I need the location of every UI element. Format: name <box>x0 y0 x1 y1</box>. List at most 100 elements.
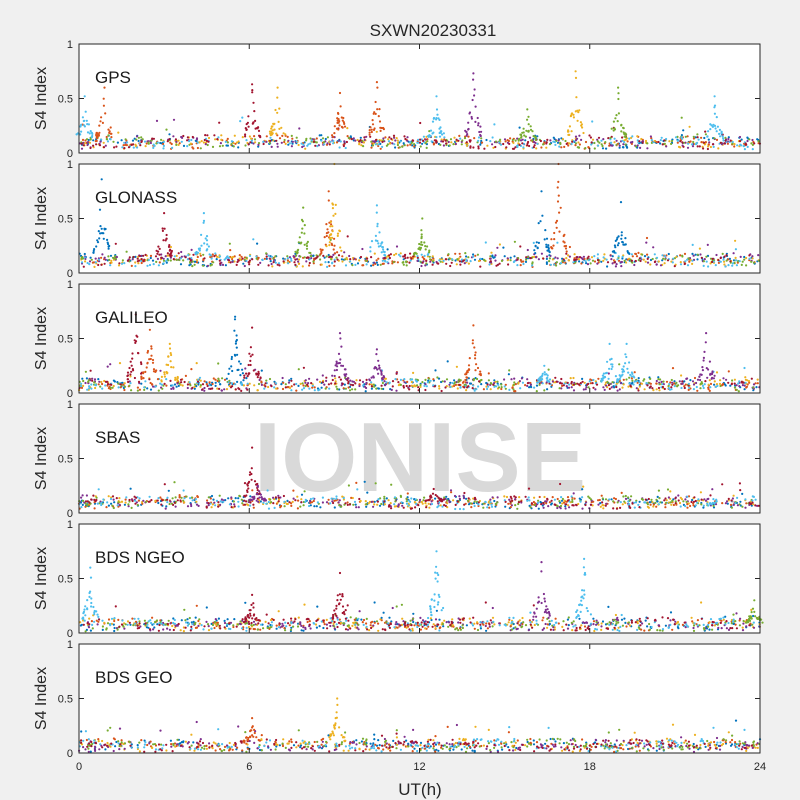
data-point <box>618 388 621 391</box>
data-point <box>247 261 250 264</box>
data-point <box>715 500 718 503</box>
data-point <box>348 503 351 506</box>
data-point <box>125 144 128 147</box>
data-point <box>283 140 286 144</box>
data-point <box>379 129 382 132</box>
data-point <box>159 496 162 499</box>
data-point <box>122 144 125 147</box>
data-point <box>627 385 630 388</box>
data-point <box>155 119 159 122</box>
data-point <box>751 143 755 146</box>
data-point <box>257 373 260 377</box>
data-point <box>104 144 107 147</box>
data-point <box>534 138 537 142</box>
data-point <box>246 382 249 385</box>
data-point <box>312 262 315 265</box>
data-point <box>468 382 472 385</box>
data-point <box>474 105 477 108</box>
data-point <box>533 496 536 499</box>
data-point <box>93 381 96 384</box>
data-point <box>503 138 507 141</box>
data-point <box>616 258 619 261</box>
data-point <box>229 249 232 252</box>
data-point <box>550 385 553 388</box>
data-point <box>239 374 242 377</box>
data-point <box>535 390 538 393</box>
data-point <box>202 212 205 215</box>
data-point <box>378 120 382 123</box>
data-point <box>618 374 621 377</box>
data-point <box>86 261 89 265</box>
data-point <box>182 134 185 138</box>
data-point <box>143 386 146 389</box>
data-point <box>711 125 715 128</box>
data-point <box>121 146 124 149</box>
data-point <box>626 367 629 370</box>
data-point <box>333 125 336 128</box>
data-point <box>274 108 277 112</box>
data-point <box>290 134 293 137</box>
data-point <box>462 259 465 262</box>
data-point <box>393 496 397 499</box>
data-point <box>490 505 494 508</box>
data-point <box>699 382 702 386</box>
data-point <box>389 253 392 256</box>
data-point <box>545 146 548 149</box>
data-point <box>655 141 658 144</box>
data-point <box>238 254 241 257</box>
data-point <box>430 502 434 506</box>
data-point <box>399 383 402 386</box>
data-point <box>103 86 106 89</box>
data-point <box>422 135 425 138</box>
data-point <box>599 505 602 508</box>
data-point <box>322 254 325 257</box>
data-point <box>84 260 87 263</box>
data-point <box>85 377 88 380</box>
data-point <box>151 361 155 364</box>
data-point <box>364 390 367 393</box>
data-point <box>218 494 221 497</box>
data-point <box>610 367 613 371</box>
data-point <box>739 143 742 146</box>
data-point <box>631 255 634 258</box>
data-point <box>435 118 438 121</box>
data-point <box>202 253 205 256</box>
data-point <box>396 261 399 264</box>
data-point <box>399 252 402 255</box>
data-point <box>149 388 153 391</box>
data-point <box>345 378 348 381</box>
data-point <box>744 376 747 379</box>
data-point <box>420 233 423 236</box>
data-point <box>206 143 209 147</box>
data-point <box>301 388 304 391</box>
data-point <box>83 124 86 127</box>
data-point <box>356 138 359 142</box>
data-point <box>438 385 441 388</box>
data-point <box>724 139 727 142</box>
data-point <box>133 495 136 498</box>
data-point <box>319 258 322 261</box>
data-point <box>480 137 483 140</box>
data-point <box>572 376 575 380</box>
data-point <box>375 211 378 214</box>
data-point <box>111 495 115 498</box>
data-point <box>297 499 300 502</box>
data-point <box>727 136 730 139</box>
data-point <box>593 255 596 258</box>
data-point <box>688 125 691 128</box>
data-point <box>329 140 332 143</box>
data-point <box>150 354 153 357</box>
data-point <box>86 143 89 147</box>
data-point <box>582 388 585 391</box>
data-point <box>550 503 553 506</box>
data-point <box>336 119 339 122</box>
data-point <box>723 255 726 258</box>
data-point <box>531 130 534 133</box>
data-point <box>513 255 516 258</box>
data-point <box>177 384 180 387</box>
data-point <box>562 258 565 261</box>
data-point <box>440 138 443 141</box>
data-point <box>374 239 377 242</box>
data-point <box>169 500 172 503</box>
data-point <box>465 130 468 134</box>
